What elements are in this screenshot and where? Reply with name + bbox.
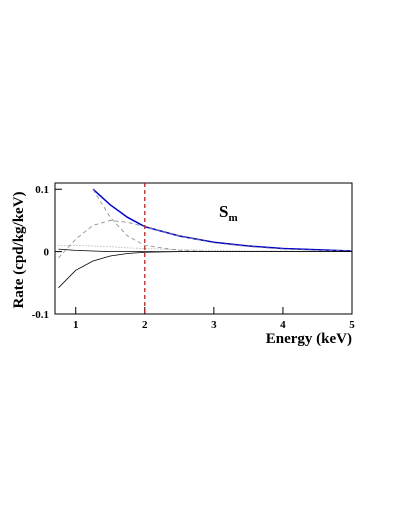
y-tick-label: 0 — [44, 247, 50, 259]
y-axis-label: Rate (cpd/kg/keV) — [11, 191, 27, 308]
x-axis-label: Energy (keV) — [266, 331, 352, 347]
annotation-main: S — [219, 202, 228, 221]
x-tick-label: 2 — [142, 319, 148, 331]
y-tick-label: 0.1 — [35, 184, 49, 196]
plot-frame — [54, 182, 353, 315]
series-line — [58, 251, 352, 289]
x-tick-label: 1 — [73, 319, 79, 331]
annotation: Sm — [219, 202, 238, 224]
series-line — [58, 248, 352, 253]
x-tick-label: 5 — [349, 319, 355, 331]
x-tick-label: 4 — [280, 319, 286, 331]
y-tick-label: -0.1 — [32, 309, 49, 321]
series-line — [58, 220, 352, 259]
series-line — [58, 244, 352, 253]
x-tick-label: 3 — [211, 319, 217, 331]
annotation-sub: m — [228, 212, 237, 224]
